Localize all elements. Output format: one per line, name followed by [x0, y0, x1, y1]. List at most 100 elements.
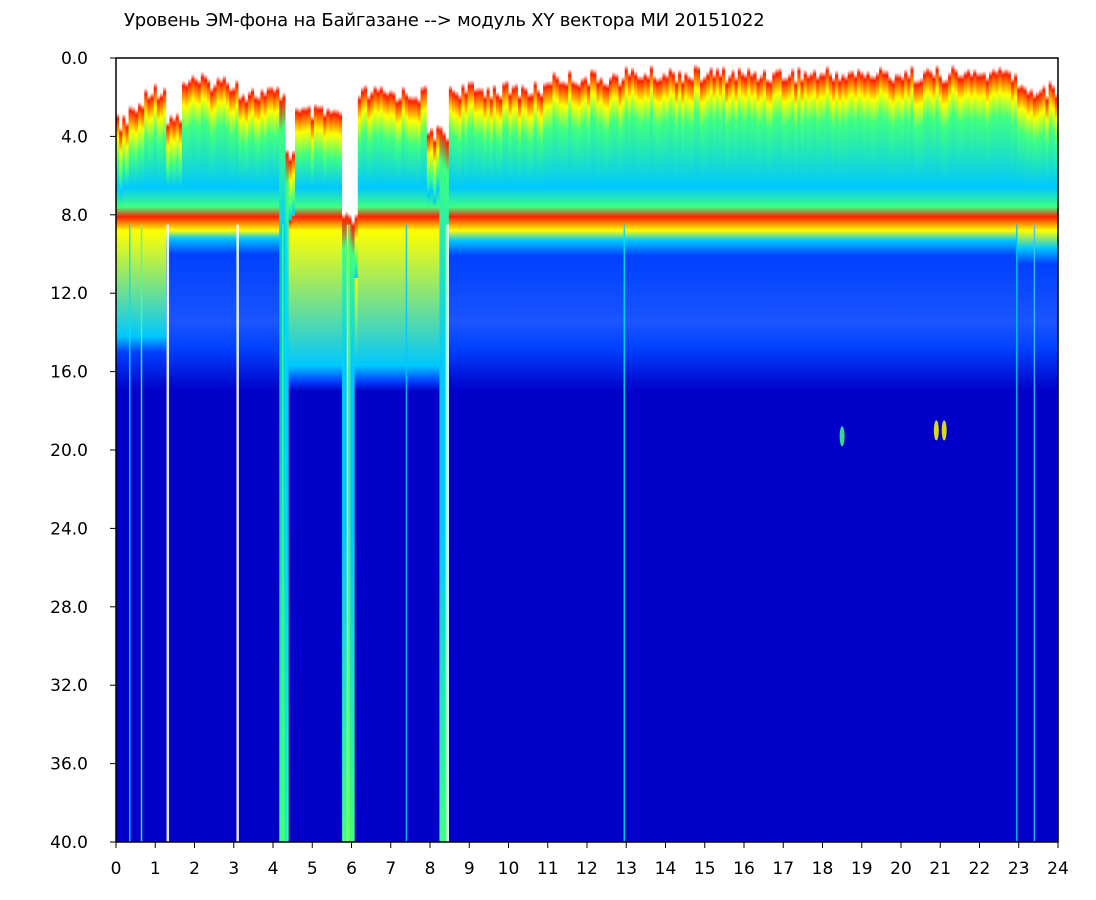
spectrogram-column [891, 58, 896, 842]
spectrogram-column [373, 58, 378, 842]
spectrogram-column [458, 58, 462, 842]
spectrogram-column [436, 58, 441, 842]
spectrogram-column [401, 58, 406, 842]
spectrogram-column [985, 58, 990, 842]
spectrogram-column [656, 58, 660, 842]
spectrogram-column [759, 58, 764, 842]
spectrogram-column [963, 58, 968, 842]
spectrogram-column [1042, 58, 1047, 842]
spectrogram-column [276, 58, 280, 842]
spectrogram-column [241, 58, 246, 842]
spectrogram-column [386, 58, 390, 842]
spectrogram-column [1017, 58, 1021, 842]
spectrogram-column [637, 58, 641, 842]
spectrogram-column [630, 58, 635, 842]
spectrogram-column [995, 58, 999, 842]
spectrogram-column [178, 58, 183, 842]
spectrogram-column [712, 58, 717, 842]
spectrogram-column [1039, 58, 1043, 842]
spectrogram-column [800, 58, 805, 842]
spectrogram-column [382, 58, 387, 842]
spectrogram-column [922, 58, 927, 842]
spectrogram-column [907, 58, 912, 842]
spectrogram-column [514, 58, 519, 842]
spectrogram-column [659, 58, 663, 842]
spectrogram-column [442, 58, 447, 842]
spectrogram-column [825, 58, 830, 842]
spectrogram-column [615, 58, 619, 842]
spectrogram-column [210, 58, 214, 842]
spectrogram-column [546, 58, 550, 842]
spectrogram-column [998, 58, 1003, 842]
spectrogram-column [329, 58, 334, 842]
spectrogram-column [681, 58, 685, 842]
spectrogram-column [417, 58, 422, 842]
spectrogram-column [398, 58, 403, 842]
spectrogram-column [734, 58, 739, 842]
spectrogram-column [244, 58, 249, 842]
spectrogram-column [156, 58, 161, 842]
spectrogram-column [486, 58, 491, 842]
y-tick-label: 12.0 [50, 284, 88, 304]
spectrogram-column [423, 58, 428, 842]
spectrogram-column [608, 58, 613, 842]
spectrogram-column [784, 58, 789, 842]
spectrogram-column [203, 58, 208, 842]
spectrogram-column [197, 58, 202, 842]
y-tick-label: 32.0 [50, 676, 88, 696]
spectrogram-column [1054, 58, 1059, 842]
spectrogram-column [828, 58, 833, 842]
spectrogram-column [652, 58, 657, 842]
x-tick-label: 12 [576, 859, 598, 879]
spectrogram-column [957, 58, 962, 842]
spectrogram-column [395, 58, 400, 842]
y-tick-label: 4.0 [61, 127, 88, 147]
spectrogram-hotspot [839, 426, 845, 447]
spectrogram-column [744, 58, 748, 842]
spectrogram-column [687, 58, 692, 842]
spectrogram-column [1048, 58, 1053, 842]
spectrogram-column [254, 58, 258, 842]
spectrogram-column [247, 58, 252, 842]
spectrogram-column [926, 58, 930, 842]
spectrogram-column [137, 58, 142, 842]
spectrogram-column [125, 58, 130, 842]
spectrogram-column [992, 58, 996, 842]
spectrogram-column [229, 58, 233, 842]
spectrogram-column [473, 58, 478, 842]
spectrogram-column [511, 58, 516, 842]
spectrogram-hotspot [933, 420, 939, 441]
spectrogram-column [794, 58, 798, 842]
spectrogram-column [847, 58, 852, 842]
x-tick-label: 2 [189, 859, 200, 879]
spectrogram-column [279, 58, 284, 842]
spectrogram-column [715, 58, 720, 842]
spectrogram-column [464, 58, 469, 842]
x-tick-label: 14 [655, 859, 677, 879]
spectrogram-column [929, 58, 933, 842]
x-tick-label: 13 [615, 859, 637, 879]
spectrogram-column [364, 58, 368, 842]
spectrogram-column [954, 58, 959, 842]
spectrogram-column [850, 58, 855, 842]
spectrogram-column [970, 58, 974, 842]
spectrogram-column [888, 58, 893, 842]
spectrogram-column [555, 58, 560, 842]
spectrogram-column [574, 58, 579, 842]
spectrogram-column [835, 58, 839, 842]
spectrogram-column [894, 58, 899, 842]
x-tick-label: 9 [464, 859, 475, 879]
x-tick-label: 7 [385, 859, 396, 879]
spectrogram-column [294, 58, 299, 842]
spectrogram-column [144, 58, 148, 842]
spectrogram-column [819, 58, 824, 842]
spectrogram-column [596, 58, 601, 842]
spectrogram-column [335, 58, 340, 842]
x-tick-label: 21 [929, 859, 951, 879]
spectrogram-column [803, 58, 808, 842]
spectrogram-column [169, 58, 174, 842]
spectrogram-column [150, 58, 155, 842]
spectrogram-column [181, 58, 186, 842]
spectrogram-column [389, 58, 393, 842]
spectrogram-column [872, 58, 877, 842]
